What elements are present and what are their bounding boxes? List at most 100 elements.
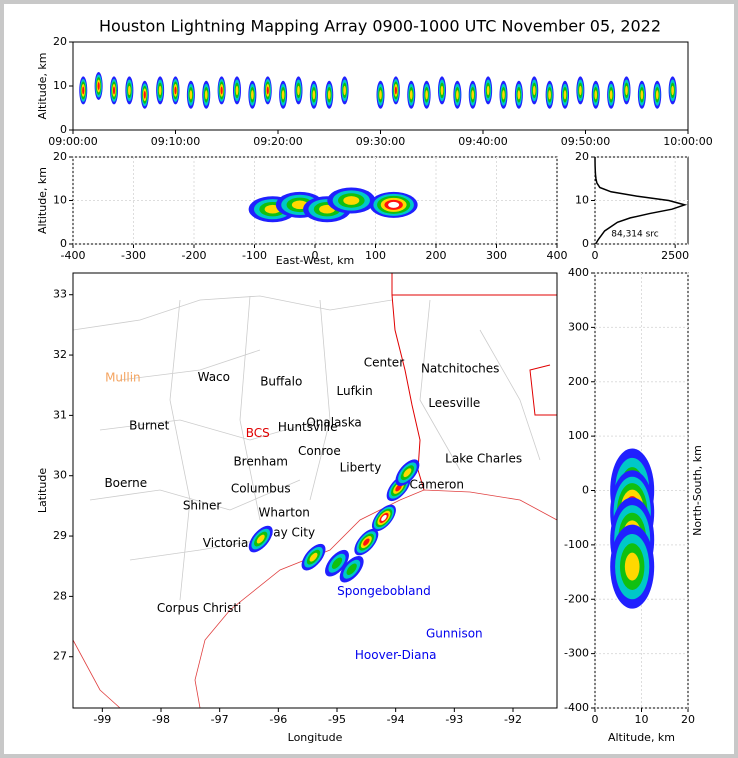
source-cell-core (297, 85, 300, 96)
x-tick-label: -92 (504, 713, 522, 726)
x-tick-label: 10:00:00 (663, 135, 712, 148)
x-tick-label: 300 (486, 249, 507, 262)
city-label: Gunnison (426, 626, 483, 640)
x-tick-label: -95 (328, 713, 346, 726)
source-cell-core (563, 90, 567, 100)
city-label: Leesville (428, 396, 480, 410)
source-cell-core (312, 90, 316, 100)
city-label: Spongebobland (337, 584, 431, 598)
source-cell-core (640, 90, 644, 100)
source-cell-core (403, 468, 412, 478)
source-cell-core (388, 201, 400, 208)
city-label: Burnet (129, 419, 170, 433)
city-label: Corpus Christi (157, 601, 242, 615)
y-tick-label: 28 (53, 589, 67, 602)
source-cell-core (343, 196, 360, 205)
annotation: 84,314 src (611, 230, 659, 240)
city-label: Columbus (231, 481, 291, 495)
x-tick-label: 10 (635, 713, 649, 726)
x-tick-label: -94 (387, 713, 405, 726)
source-cell-core (502, 90, 505, 100)
y-axis-label: Altitude, km (36, 167, 49, 234)
chart-title: Houston Lightning Mapping Array 0900-100… (99, 17, 661, 36)
city-label: Mullin (105, 370, 141, 384)
x-tick-label: -93 (445, 713, 463, 726)
y-tick-label: 200 (568, 375, 589, 388)
source-cell-core (251, 90, 254, 100)
city-label: Cameron (410, 477, 464, 491)
source-cell-core (220, 86, 223, 95)
city-label: Huntsville (278, 420, 338, 434)
city-label: Wharton (258, 506, 309, 520)
y-tick-label: 10 (53, 194, 67, 207)
source-cell-core (609, 90, 613, 100)
y-tick-label: 20 (575, 150, 589, 163)
source-cell-core (548, 90, 551, 100)
source-cell-core (671, 85, 674, 96)
x-tick-label: -200 (182, 249, 207, 262)
source-cell-core (346, 563, 357, 575)
city-label: Liberty (340, 460, 382, 474)
x-tick-label: 2500 (661, 249, 689, 262)
source-cell-core (486, 85, 490, 96)
x-tick-label: -98 (152, 713, 170, 726)
source-cell-core (112, 86, 116, 95)
y-tick-label: -300 (564, 647, 589, 660)
city-label: Lake Charles (445, 451, 522, 465)
y-tick-label: 33 (53, 288, 67, 301)
source-cell-core (594, 90, 598, 100)
y-tick-label: 32 (53, 348, 67, 361)
source-cell-core (256, 534, 265, 544)
source-cell-core (309, 552, 318, 562)
y-tick-label: 10 (575, 194, 589, 207)
source-cell-core (655, 90, 659, 100)
map-lines (72, 273, 558, 709)
plot-area (72, 272, 558, 709)
x-tick-label: 09:00:00 (48, 135, 97, 148)
x-tick-label: -99 (93, 713, 111, 726)
city-label: Boerne (104, 476, 147, 490)
x-axis-label: Altitude, km (608, 731, 675, 744)
source-cell-core (97, 82, 100, 90)
city-label: Onalaska (306, 416, 361, 430)
x-tick-label: 09:20:00 (253, 135, 302, 148)
y-tick-label: 0 (60, 123, 67, 136)
y-axis-label: Latitude (36, 468, 49, 514)
y-tick-label: 29 (53, 529, 67, 542)
source-cell-core (158, 85, 162, 96)
x-tick-label: 0 (592, 713, 599, 726)
source-cell-core (579, 85, 582, 96)
x-tick-label: -96 (269, 713, 287, 726)
y-tick-label: 20 (53, 35, 67, 48)
x-tick-label: 09:50:00 (561, 135, 610, 148)
y-axis-label: North-South, km (691, 445, 704, 536)
y-tick-label: 300 (568, 320, 589, 333)
source-cell-core (624, 552, 640, 581)
source-cell-core (281, 90, 285, 100)
source-cell-core (456, 90, 459, 100)
x-axis-label: East-West, km (276, 254, 354, 267)
city-label: Center (364, 355, 404, 369)
y-tick-label: 27 (53, 650, 67, 663)
source-cell-core (204, 90, 208, 100)
x-tick-label: -97 (211, 713, 229, 726)
source-cell-core (174, 86, 177, 95)
y-tick-label: 0 (582, 237, 589, 250)
city-label: Buffalo (260, 375, 302, 389)
city-label: Shiner (183, 498, 222, 512)
x-tick-label: 09:30:00 (356, 135, 405, 148)
city-label: Lufkin (336, 384, 372, 398)
y-axis-label: Altitude, km (36, 52, 49, 119)
source-cell-core (235, 85, 239, 96)
source-cell-core (331, 557, 343, 569)
y-tick-label: 30 (53, 469, 67, 482)
source-cell-core (143, 90, 146, 99)
source-cell-core (381, 514, 387, 522)
city-label: Waco (198, 370, 230, 384)
city-label: BCS (246, 426, 270, 440)
x-tick-label: 09:40:00 (458, 135, 507, 148)
y-tick-label: -400 (564, 701, 589, 714)
y-tick-label: 100 (568, 429, 589, 442)
source-cell-core (394, 86, 397, 95)
